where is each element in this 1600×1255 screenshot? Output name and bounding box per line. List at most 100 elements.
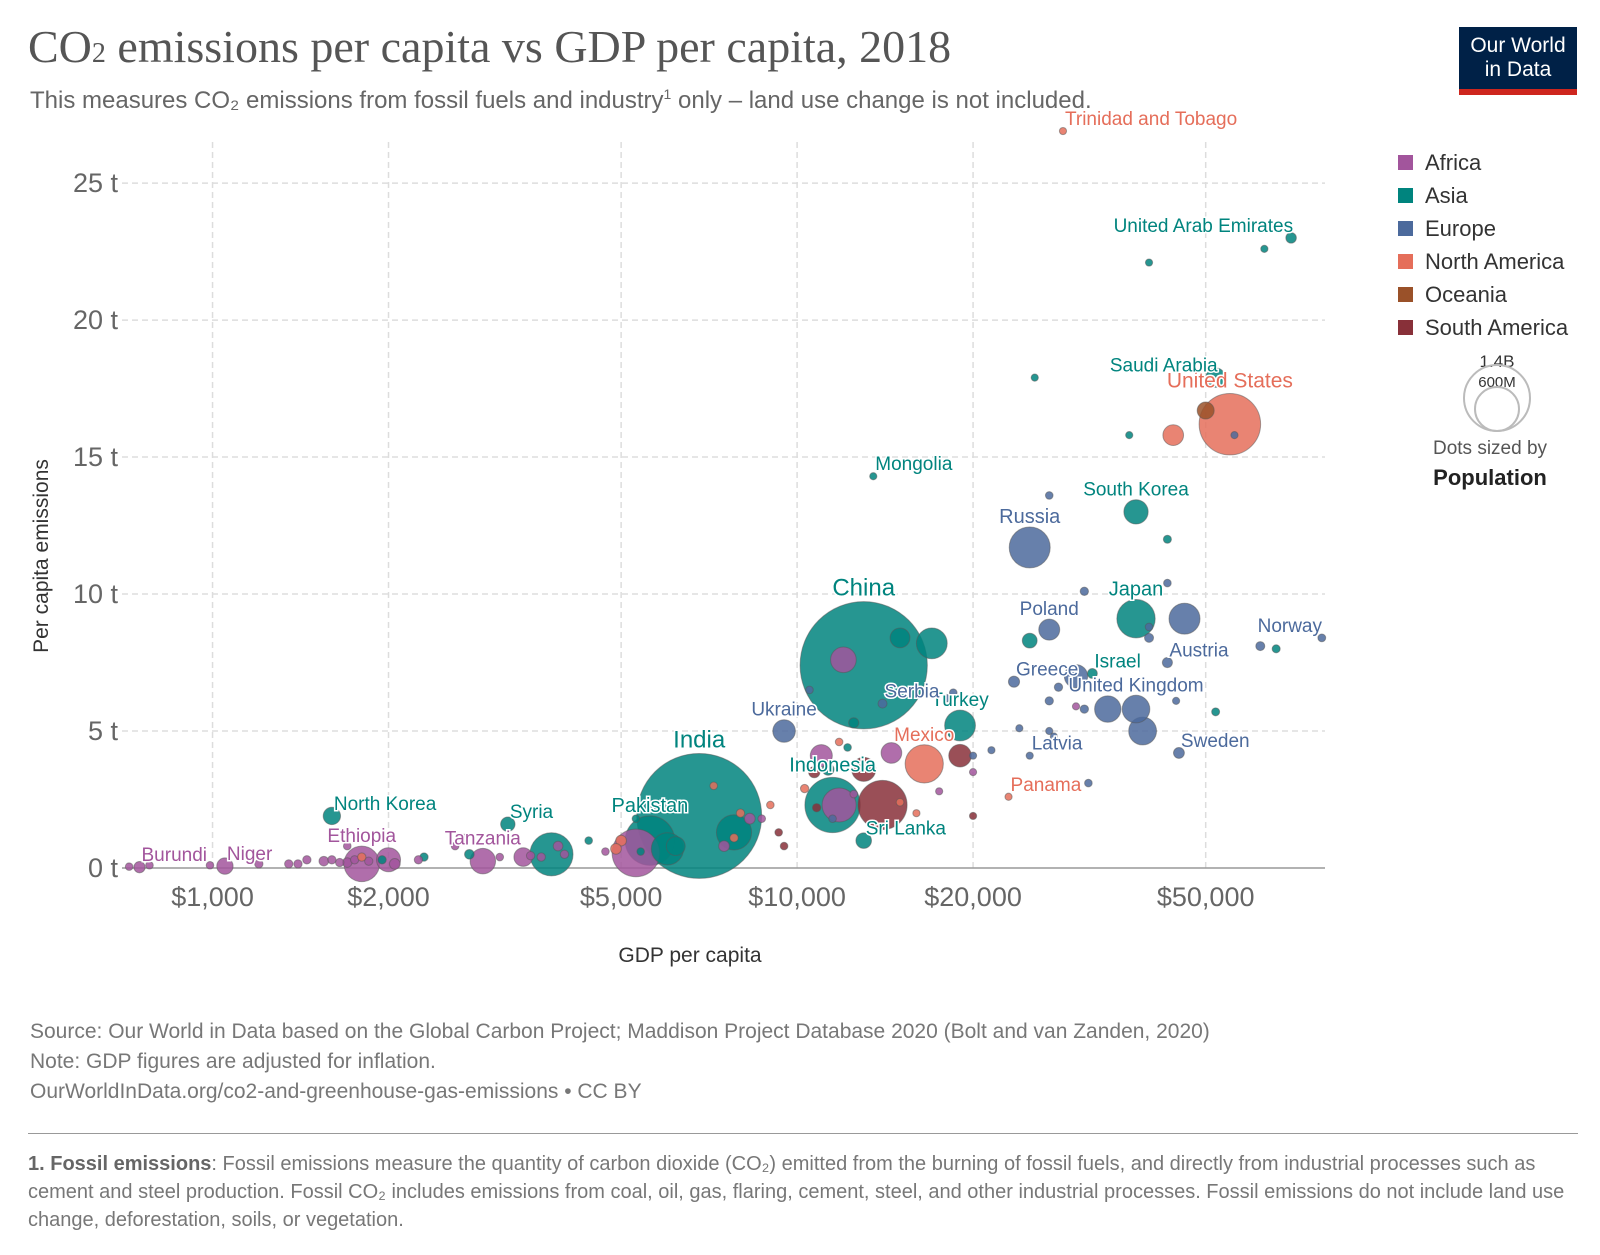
data-point xyxy=(805,685,814,695)
data-point xyxy=(1162,424,1185,446)
x-tick-label: $5,000 xyxy=(580,882,663,912)
data-point-israel xyxy=(1086,668,1098,679)
data-point-panama xyxy=(1004,792,1013,801)
point-label-austria: Austria xyxy=(1169,641,1229,662)
legend-label: Africa xyxy=(1425,149,1482,175)
legend-item-south-america[interactable]: South America xyxy=(1398,311,1568,344)
point-label-latvia: Latvia xyxy=(1032,734,1083,755)
chart-labels: China India United States Indonesia Pakistan… xyxy=(140,108,1324,868)
point-label-poland: Poland xyxy=(1020,599,1079,620)
y-tick-label: 0 t xyxy=(88,853,119,883)
y-axis-label: Per capita emissions xyxy=(30,459,53,653)
legend-swatch xyxy=(1398,287,1413,302)
point-label-norway: Norway xyxy=(1258,616,1323,637)
point-label-israel: Israel xyxy=(1094,651,1140,672)
source-notes: Source: Our World in Data based on the G… xyxy=(30,1017,1210,1107)
data-point xyxy=(413,855,424,865)
data-point xyxy=(1144,622,1154,632)
chart-subtitle: This measures CO₂ emissions from fossil … xyxy=(30,86,1092,114)
legend-swatch xyxy=(1398,188,1413,203)
data-point xyxy=(849,789,859,799)
x-tick-label: $50,000 xyxy=(1157,882,1255,912)
x-axis-label: GDP per capita xyxy=(618,944,762,967)
data-point xyxy=(357,852,367,862)
data-point xyxy=(935,787,944,796)
data-point xyxy=(559,849,570,859)
x-tick-label: $20,000 xyxy=(924,882,1022,912)
point-label-burundi: Burundi xyxy=(142,845,208,866)
data-point xyxy=(857,779,908,831)
data-point xyxy=(464,848,475,860)
owid-logo[interactable]: Our World in Data xyxy=(1459,27,1577,94)
data-point xyxy=(1079,704,1089,714)
data-point xyxy=(799,783,810,794)
legend-item-europe[interactable]: Europe xyxy=(1398,212,1568,245)
data-point-sweden xyxy=(1173,747,1185,759)
point-label-turkey: Turkey xyxy=(931,690,989,711)
legend-label: Europe xyxy=(1425,215,1496,241)
legend-swatch xyxy=(1398,320,1413,335)
data-point xyxy=(809,744,833,768)
data-point xyxy=(536,852,546,862)
data-point xyxy=(757,814,767,823)
data-point xyxy=(718,840,730,852)
data-point xyxy=(1044,491,1054,500)
data-point xyxy=(293,859,303,869)
url-line[interactable]: OurWorldInData.org/co2-and-greenhouse-ga… xyxy=(30,1080,642,1103)
data-point-syria xyxy=(500,816,516,832)
data-point xyxy=(880,742,903,764)
data-point-mexico xyxy=(904,744,944,784)
y-tick-label: 25 t xyxy=(73,168,119,198)
data-point xyxy=(766,800,775,810)
data-point xyxy=(525,851,536,861)
data-point xyxy=(1079,586,1089,596)
point-label-greece: Greece xyxy=(1016,660,1078,681)
x-tick-label: $2,000 xyxy=(347,882,430,912)
y-tick-label: 20 t xyxy=(73,305,119,335)
data-point xyxy=(460,833,470,843)
data-point xyxy=(610,842,622,855)
legend-item-north-america[interactable]: North America xyxy=(1398,245,1568,278)
data-point xyxy=(124,862,134,871)
data-point xyxy=(948,743,972,768)
point-label-trinidad-and-tobago: Trinidad and Tobago xyxy=(1065,109,1237,130)
legend-label: South America xyxy=(1425,314,1569,340)
data-point xyxy=(327,855,337,865)
size-legend-circles xyxy=(1463,364,1531,432)
data-point xyxy=(364,856,374,866)
size-legend-note: Dots sized by Population xyxy=(1390,438,1590,491)
legend-label: Oceania xyxy=(1425,281,1507,307)
data-point xyxy=(1144,258,1154,267)
point-label-china: China xyxy=(832,575,895,602)
legend-item-asia[interactable]: Asia xyxy=(1398,179,1568,212)
data-point-trinidad-and-tobago xyxy=(1058,126,1068,136)
data-point xyxy=(834,737,844,747)
data-point xyxy=(1084,778,1093,788)
data-point xyxy=(1063,664,1089,689)
point-label-saudi-arabia: Saudi Arabia xyxy=(1110,356,1218,377)
data-point xyxy=(915,627,948,660)
legend-item-africa[interactable]: Africa xyxy=(1398,146,1568,179)
chart-points xyxy=(124,126,1327,883)
legend-item-oceania[interactable]: Oceania xyxy=(1398,278,1568,311)
legend-swatch xyxy=(1398,155,1413,170)
data-point xyxy=(1045,726,1054,736)
data-point xyxy=(205,860,215,870)
data-point-sri-lanka xyxy=(855,832,872,849)
data-point-north-korea xyxy=(322,806,342,826)
data-point xyxy=(284,859,294,869)
data-point-united-kingdom xyxy=(1121,694,1151,724)
data-point xyxy=(1030,373,1039,382)
data-point xyxy=(1230,431,1239,440)
data-point xyxy=(631,814,641,823)
note-line: Note: GDP figures are adjusted for infla… xyxy=(30,1050,436,1073)
data-point xyxy=(1255,641,1266,652)
data-point-norway xyxy=(1317,633,1327,643)
data-point xyxy=(377,855,387,865)
size-legend-metric: Population xyxy=(1433,465,1547,490)
data-point-turkey xyxy=(944,709,976,742)
data-point-greece xyxy=(1007,675,1021,688)
data-point xyxy=(987,746,996,755)
point-label-south-korea: South Korea xyxy=(1083,480,1189,501)
data-point xyxy=(1071,702,1081,711)
